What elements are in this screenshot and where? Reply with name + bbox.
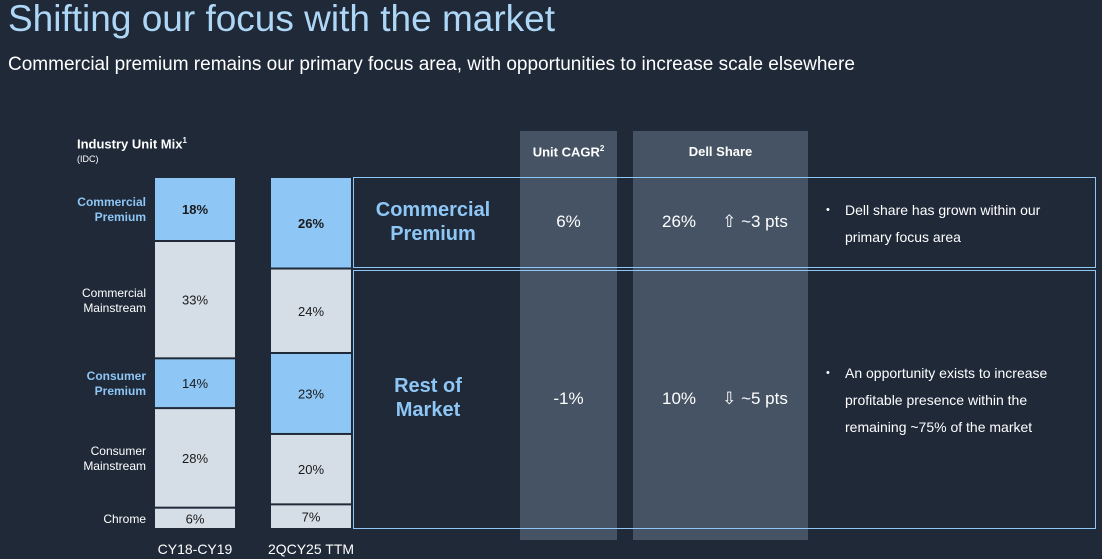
chart-source: (IDC) (77, 154, 99, 164)
bar-chrome-cy18-cy19 (155, 508, 235, 528)
bullet-text: Dell share has grown within our primary … (845, 202, 1041, 245)
value-label-chrome-cy18-cy19: 6% (186, 511, 205, 526)
page-subtitle: Commercial premium remains our primary f… (8, 54, 855, 75)
value-label-commercial-premium-2qcy25-ttm: 26% (298, 216, 324, 231)
chart-title-label: Industry Unit Mix (77, 136, 183, 152)
dell-share-column-band (633, 131, 808, 540)
page-title: Shifting our focus with the market (8, 0, 556, 39)
row-change-rest-of-market: ⇩ ~5 pts (722, 389, 788, 408)
value-label-commercial-mainstream-cy18-cy19: 33% (182, 293, 208, 308)
value-label-commercial-premium-cy18-cy19: 18% (182, 202, 208, 217)
row-cagr-commercial-premium: 6% (556, 212, 581, 231)
row-cagr-rest-of-market: -1% (553, 389, 584, 408)
unit-cagr-column-band (520, 131, 617, 540)
value-label-consumer-mainstream-cy18-cy19: 28% (182, 451, 208, 466)
segment-label-chrome: Chrome (103, 511, 146, 526)
value-label-consumer-premium-2qcy25-ttm: 23% (298, 386, 324, 401)
bar-consumer-premium-2qcy25-ttm (271, 354, 351, 433)
row-box-rest-of-market (353, 270, 1096, 529)
x-label-2qcy25-ttm: 2QCY25 TTM (268, 541, 354, 557)
segment-label-consumer-premium: Consumer Premium (86, 369, 146, 399)
unit-cagr-header: Unit CAGR2 (520, 144, 617, 159)
segment-label-consumer-mainstream: Consumer Mainstream (83, 443, 146, 473)
row-bullet-commercial-premium: • Dell share has grown within our primar… (826, 197, 1075, 251)
unit-cagr-footnote: 2 (599, 144, 605, 153)
value-label-chrome-2qcy25-ttm: 7% (302, 510, 321, 525)
segment-label-commercial-mainstream: Commercial Mainstream (81, 285, 146, 315)
bullet-dot: • (826, 367, 830, 379)
bar-chrome-2qcy25-ttm (271, 505, 351, 528)
row-share-commercial-premium: 26% (661, 212, 697, 231)
unit-cagr-header-label: Unit CAGR (532, 144, 600, 160)
chart-title-footnote: 1 (182, 136, 187, 145)
dell-share-header: Dell Share (688, 144, 753, 159)
bar-commercial-premium-cy18-cy19 (155, 178, 235, 240)
row-bullet-rest-of-market: • An opportunity exists to increase prof… (826, 360, 1077, 441)
bar-consumer-mainstream-2qcy25-ttm (271, 434, 351, 504)
value-label-commercial-mainstream-2qcy25-ttm: 24% (298, 304, 324, 319)
bar-commercial-mainstream-2qcy25-ttm (271, 269, 351, 352)
row-name-commercial-premium: Commercial Premium (375, 199, 491, 245)
value-label-consumer-mainstream-2qcy25-ttm: 20% (298, 462, 324, 477)
row-change-commercial-premium: ⇧ ~3 pts (722, 212, 788, 231)
bullet-dot: • (826, 204, 830, 216)
bar-commercial-mainstream-cy18-cy19 (155, 242, 235, 358)
segment-label-commercial-premium: Commercial Premium (77, 195, 146, 224)
bar-commercial-premium-2qcy25-ttm (271, 178, 351, 268)
bar-consumer-mainstream-cy18-cy19 (155, 409, 235, 507)
row-share-rest-of-market: 10% (661, 389, 697, 408)
value-label-consumer-premium-cy18-cy19: 14% (182, 376, 208, 391)
row-name-rest-of-market: Rest of Market (394, 375, 462, 421)
bar-consumer-premium-cy18-cy19 (155, 359, 235, 408)
row-box-commercial-premium (353, 177, 1096, 268)
x-label-cy18-cy19: CY18-CY19 (158, 541, 233, 557)
chart-title: Industry Unit Mix1 (77, 136, 187, 151)
bullet-text: An opportunity exists to increase profit… (845, 365, 1048, 435)
